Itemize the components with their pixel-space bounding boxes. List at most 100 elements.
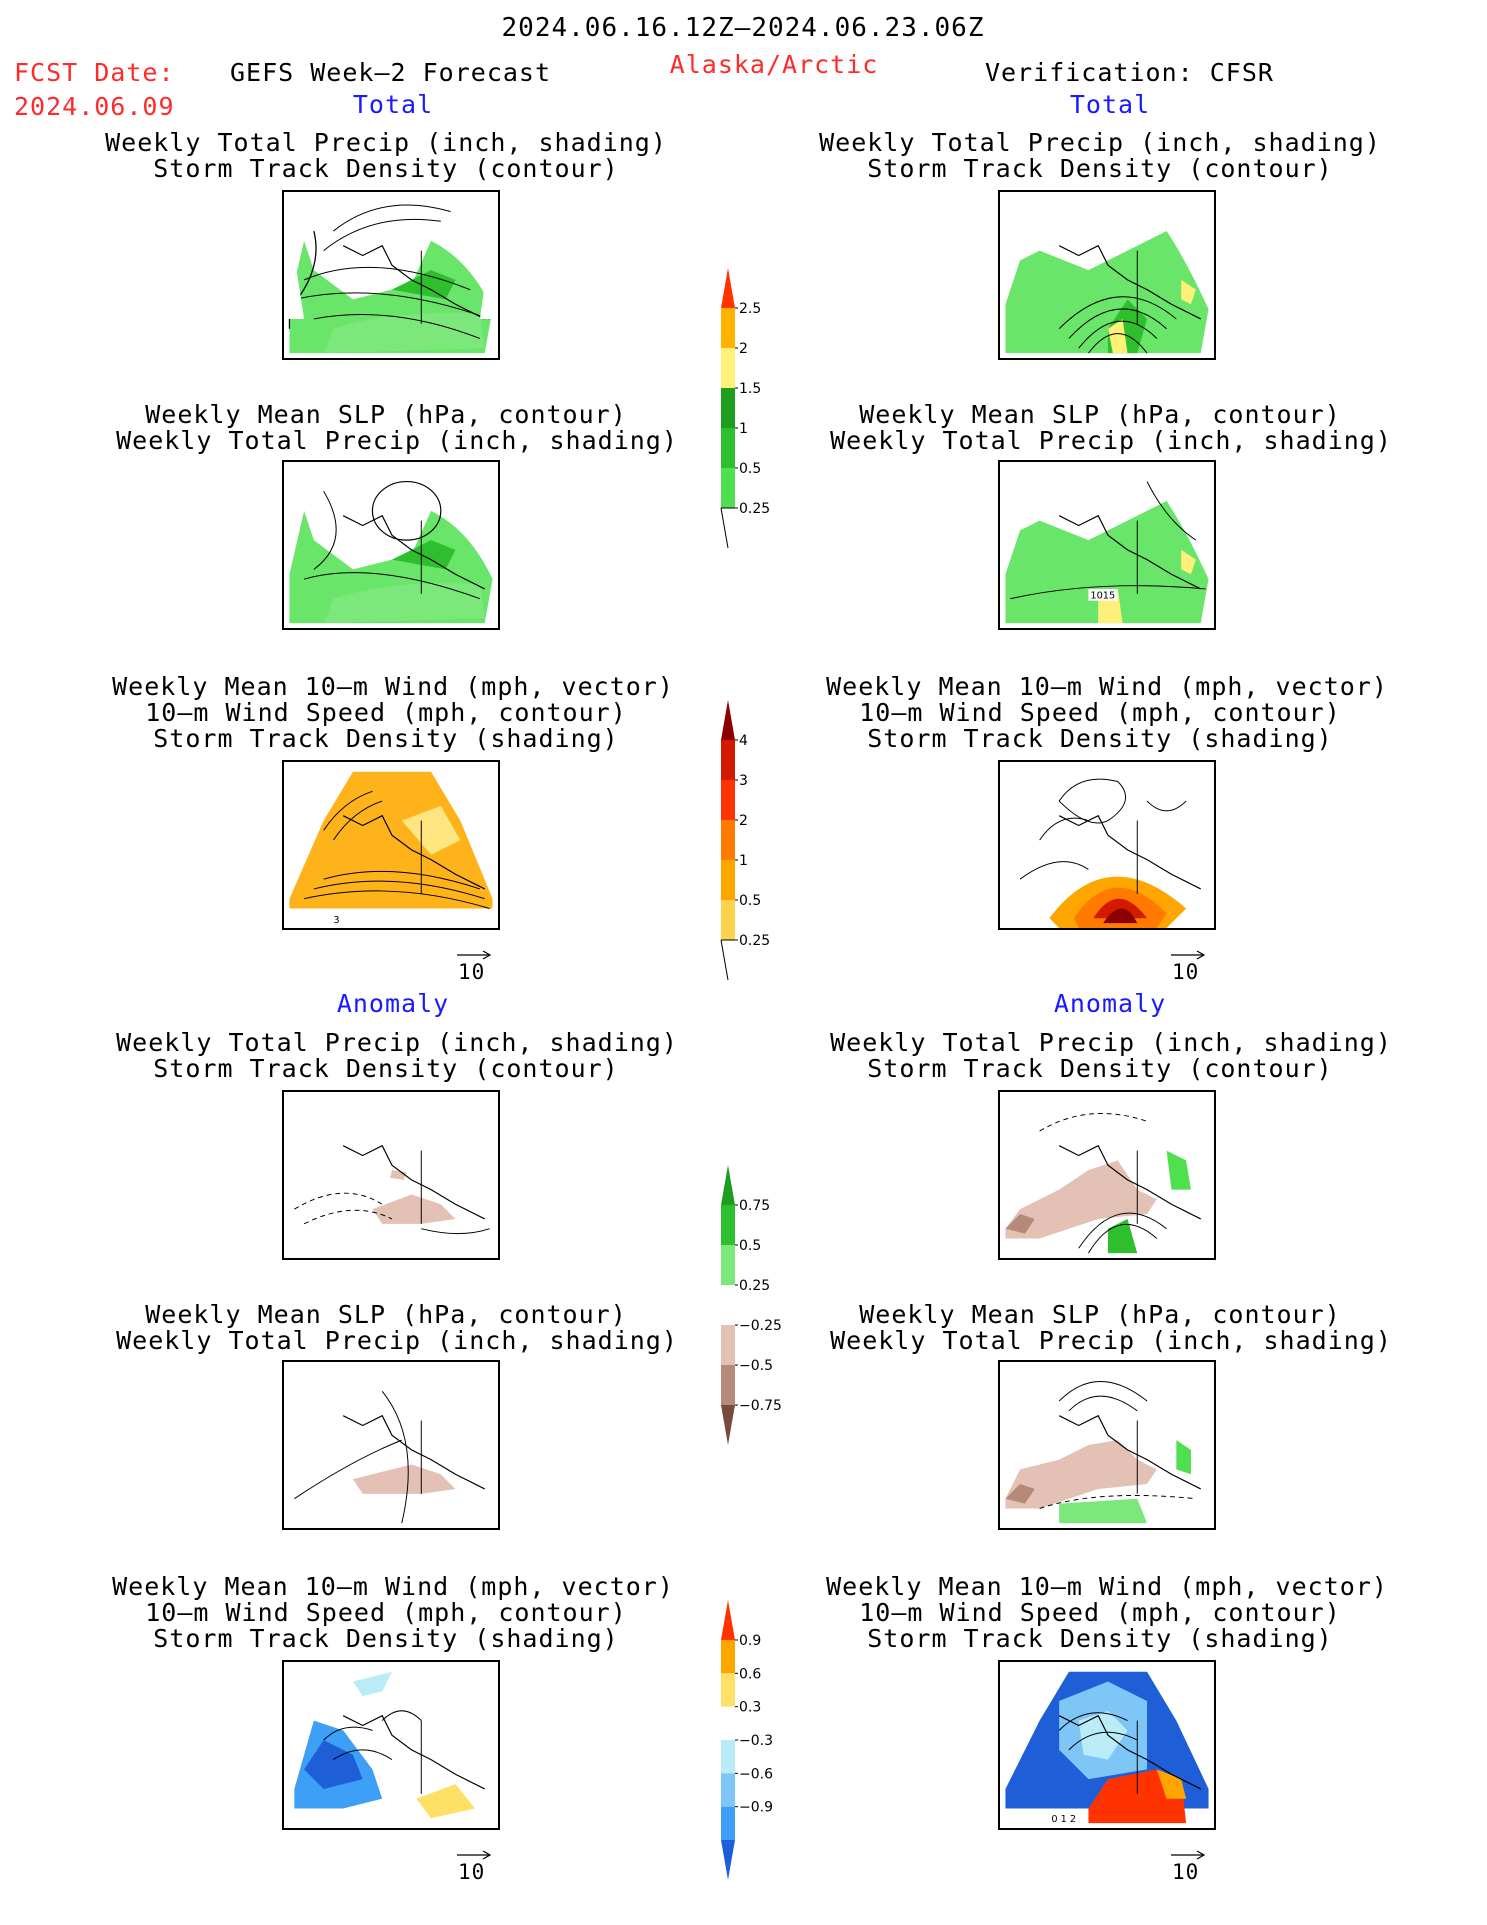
colorbar-swatch bbox=[721, 1740, 735, 1774]
map-panel-total-wind-gefs: 3 bbox=[282, 760, 500, 930]
colorbar-tick-label: −0.5 bbox=[739, 1358, 773, 1374]
vector-ref-r3: 10 bbox=[1169, 948, 1209, 983]
colorbar-tick-label: 0.25 bbox=[739, 1278, 770, 1294]
map-panel-anom-precip-track-gefs bbox=[282, 1090, 500, 1260]
title-r1-b: Storm Track Density (contour) bbox=[867, 154, 1333, 183]
title-l2-b: Weekly Total Precip (inch, shading) bbox=[116, 426, 678, 455]
colorbar-swatch bbox=[721, 268, 735, 308]
colorbar-tick-label: 0.25 bbox=[739, 501, 770, 517]
title-l4-a: Weekly Total Precip (inch, shading) bbox=[116, 1028, 678, 1057]
colorbar-tick-label: 3 bbox=[739, 773, 748, 789]
map-panel-anom-slp-precip-gefs bbox=[282, 1360, 500, 1530]
map-panel-anom-slp-precip-cfsr bbox=[998, 1360, 1216, 1530]
map-panel-total-precip-track-gefs bbox=[282, 190, 500, 360]
colorbar-swatch bbox=[721, 1165, 735, 1205]
colorbar-track-total: 4 3 2 1 0.5 0.25 bbox=[720, 700, 770, 981]
title-r3-c: Storm Track Density (shading) bbox=[867, 724, 1333, 753]
colorbar-swatch bbox=[721, 860, 735, 900]
colorbar-swatch bbox=[721, 468, 735, 508]
title-r3-a: Weekly Mean 10–m Wind (mph, vector) bbox=[826, 672, 1388, 701]
colorbar-tick-label: 1.5 bbox=[739, 381, 761, 397]
colorbar-swatch bbox=[721, 308, 735, 348]
colorbar-swatch bbox=[721, 1245, 735, 1285]
colorbar-swatch bbox=[721, 1640, 735, 1674]
title-l2-a: Weekly Mean SLP (hPa, contour) bbox=[145, 400, 627, 429]
colorbar-tick-label: 2.5 bbox=[739, 301, 761, 317]
title-l5-b: Weekly Total Precip (inch, shading) bbox=[116, 1326, 678, 1355]
vector-ref-r3-label: 10 bbox=[1172, 960, 1200, 984]
colorbar-tick-label: 1 bbox=[739, 421, 748, 437]
title-l3-b: 10–m Wind Speed (mph, contour) bbox=[145, 698, 627, 727]
colorbar-swatch bbox=[721, 1205, 735, 1245]
map-panel-total-wind-cfsr bbox=[998, 760, 1216, 930]
colorbar-swatch bbox=[721, 1325, 735, 1365]
vector-ref-l3: 10 bbox=[455, 948, 495, 983]
colorbar-tick-label: 0.6 bbox=[739, 1666, 761, 1682]
colorbar-swatch bbox=[721, 1365, 735, 1405]
vector-ref-r6: 10 bbox=[1169, 1848, 1209, 1883]
colorbar-swatch bbox=[721, 1706, 735, 1740]
colorbar-tail bbox=[720, 939, 729, 981]
colorbar-swatch bbox=[721, 740, 735, 780]
title-l4-b: Storm Track Density (contour) bbox=[153, 1054, 619, 1083]
title-r3-b: 10–m Wind Speed (mph, contour) bbox=[859, 698, 1341, 727]
vector-ref-r6-label: 10 bbox=[1172, 1860, 1200, 1884]
colorbar-precip-anom: 0.75 0.5 0.25 −0.25 −0.5 −0.75 bbox=[721, 1165, 782, 1445]
title-r6-c: Storm Track Density (shading) bbox=[867, 1624, 1333, 1653]
colorbar-tick-label: −0.3 bbox=[739, 1733, 773, 1749]
colorbar-tick-label: 0.75 bbox=[739, 1198, 770, 1214]
map-panel-anom-precip-track-cfsr bbox=[998, 1090, 1216, 1260]
colorbar-precip-total: 2.5 2 1.5 1 0.5 0.25 bbox=[720, 268, 770, 549]
colorbar-tick-label: 4 bbox=[739, 733, 748, 749]
colorbar-track-anom: 0.9 0.6 0.3 −0.3 −0.6 −0.9 bbox=[721, 1600, 773, 1880]
left-total-label: Total bbox=[352, 90, 434, 119]
title-l3-a: Weekly Mean 10–m Wind (mph, vector) bbox=[112, 672, 674, 701]
vector-ref-l6-label: 10 bbox=[458, 1860, 486, 1884]
colorbar-swatch bbox=[721, 820, 735, 860]
colorbar-swatch bbox=[721, 1600, 735, 1640]
colorbar-swatch bbox=[721, 1773, 735, 1807]
colorbar-swatch bbox=[721, 1806, 735, 1840]
colorbar-swatch bbox=[721, 1405, 735, 1445]
left-anomaly-label: Anomaly bbox=[336, 989, 450, 1018]
map-panel-anom-wind-cfsr: 0 1 2 bbox=[998, 1660, 1216, 1830]
colorbar-tick-label: −0.9 bbox=[739, 1800, 773, 1816]
title-r4-a: Weekly Total Precip (inch, shading) bbox=[830, 1028, 1392, 1057]
right-anomaly-label: Anomaly bbox=[1053, 989, 1167, 1018]
title-r5-b: Weekly Total Precip (inch, shading) bbox=[830, 1326, 1392, 1355]
colorbar-tick-label: 0.9 bbox=[739, 1633, 761, 1649]
region-title: Alaska/Arctic bbox=[669, 50, 879, 79]
colorbar-tick-label: 2 bbox=[739, 341, 748, 357]
title-l6-b: 10–m Wind Speed (mph, contour) bbox=[145, 1598, 627, 1627]
map-panel-total-slp-precip-gefs bbox=[282, 460, 500, 630]
period-title: 2024.06.16.12Z–2024.06.23.06Z bbox=[501, 13, 985, 43]
colorbar-swatch bbox=[721, 428, 735, 468]
title-r2-a: Weekly Mean SLP (hPa, contour) bbox=[859, 400, 1341, 429]
colorbar-tick-label: 0.5 bbox=[739, 1238, 761, 1254]
title-r4-b: Storm Track Density (contour) bbox=[867, 1054, 1333, 1083]
colorbar-tick-label: −0.75 bbox=[739, 1398, 782, 1414]
title-r6-a: Weekly Mean 10–m Wind (mph, vector) bbox=[826, 1572, 1388, 1601]
title-l1-a: Weekly Total Precip (inch, shading) bbox=[105, 128, 667, 157]
title-l6-c: Storm Track Density (shading) bbox=[153, 1624, 619, 1653]
colorbar-tick-label: 0.5 bbox=[739, 893, 761, 909]
colorbar-swatch bbox=[721, 1840, 735, 1880]
colorbar-tick-label: 0.5 bbox=[739, 461, 761, 477]
wind-anom-contour-labels: 0 1 2 bbox=[1051, 1814, 1076, 1825]
title-r5-a: Weekly Mean SLP (hPa, contour) bbox=[859, 1300, 1341, 1329]
title-l6-a: Weekly Mean 10–m Wind (mph, vector) bbox=[112, 1572, 674, 1601]
colorbar-tick-label: 2 bbox=[739, 813, 748, 829]
title-r2-b: Weekly Total Precip (inch, shading) bbox=[830, 426, 1392, 455]
title-r1-a: Weekly Total Precip (inch, shading) bbox=[819, 128, 1381, 157]
colorbar-tick-label: 1 bbox=[739, 853, 748, 869]
colorbar-swatch bbox=[721, 348, 735, 388]
colorbar-swatch bbox=[721, 1673, 735, 1707]
slp-contour-label: 1015 bbox=[1090, 591, 1115, 602]
vector-ref-l3-label: 10 bbox=[458, 960, 486, 984]
colorbar-tick-label: 0.25 bbox=[739, 933, 770, 949]
colorbar-tick-label: −0.25 bbox=[739, 1318, 782, 1334]
title-l3-c: Storm Track Density (shading) bbox=[153, 724, 619, 753]
colorbar-swatch bbox=[721, 780, 735, 820]
map-panel-total-slp-precip-cfsr: 1015 bbox=[998, 460, 1216, 630]
